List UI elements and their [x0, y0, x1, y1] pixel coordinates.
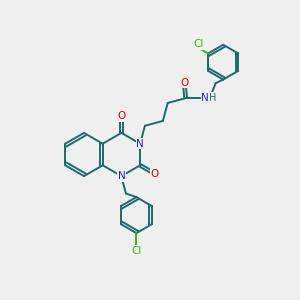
Text: N: N — [118, 171, 125, 181]
Text: N: N — [201, 93, 209, 103]
Text: O: O — [150, 169, 158, 178]
Text: N: N — [136, 139, 144, 149]
Text: O: O — [117, 111, 125, 122]
Text: O: O — [180, 77, 188, 88]
Text: H: H — [209, 93, 216, 103]
Text: Cl: Cl — [131, 245, 142, 256]
Text: Cl: Cl — [194, 39, 204, 49]
